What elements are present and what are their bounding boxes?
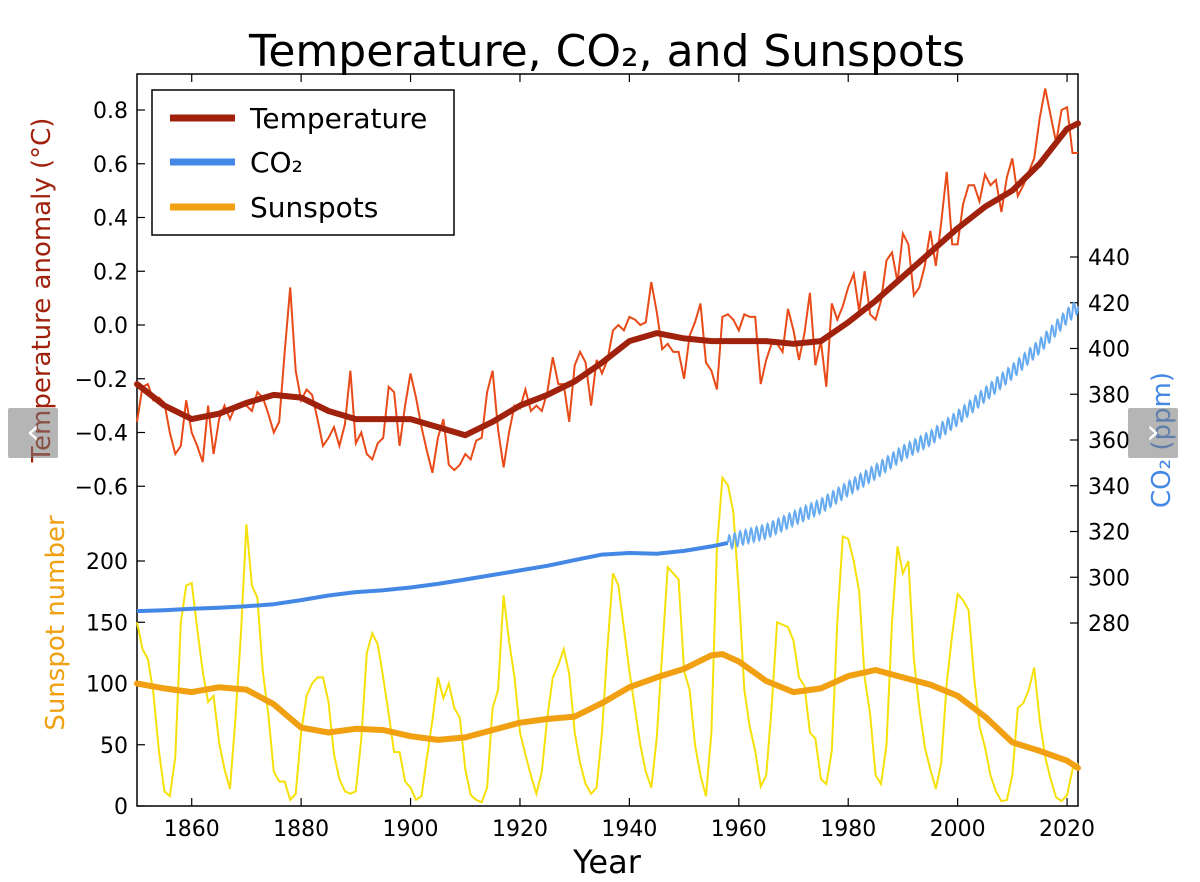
x-tick-label: 1940: [601, 817, 657, 842]
x-tick-label: 1980: [820, 817, 876, 842]
temperature-tick-label: 0.8: [93, 99, 128, 124]
legend-label-temperature: Temperature: [249, 102, 427, 135]
sunspot-tick-label: 0: [114, 795, 128, 820]
x-tick-label: 2020: [1039, 817, 1095, 842]
temperature-tick-label: −0.6: [75, 475, 128, 500]
x-tick-label: 1860: [164, 817, 220, 842]
temperature-axis-label: Temperature anomaly (°C): [27, 118, 57, 464]
sunspot-axis-label: Sunspot number: [41, 515, 71, 731]
co2-tick-label: 340: [1088, 475, 1130, 500]
sunspot-tick-label: 150: [86, 611, 128, 636]
temperature-tick-label: 0.0: [93, 314, 128, 339]
x-axis-label: Year: [572, 843, 642, 881]
series-layer: [134, 88, 1081, 804]
x-tick-label: 1960: [711, 817, 767, 842]
temperature-tick-label: −0.4: [75, 422, 128, 447]
sunspots-smoothed-line: [134, 651, 1081, 771]
legend-label-sunspots: Sunspots: [250, 191, 378, 224]
temperature-tick-label: −0.2: [75, 368, 128, 393]
co2-tick-label: 300: [1088, 566, 1130, 591]
chart-title: Temperature, CO₂, and Sunspots: [248, 26, 965, 77]
sunspots-annual-line: [136, 474, 1079, 804]
sunspot-tick-label: 100: [86, 673, 128, 698]
co2-tick-label: 380: [1088, 383, 1130, 408]
co2-ice-core-line: [136, 540, 729, 614]
sunspot-tick-label: 50: [100, 734, 128, 759]
co2-tick-label: 280: [1088, 612, 1130, 637]
x-tick-label: 1880: [273, 817, 329, 842]
legend: Temperature CO₂ Sunspots: [151, 89, 455, 236]
co2-tick-label: 400: [1088, 338, 1130, 363]
sunspot-tick-label: 200: [86, 550, 128, 575]
x-tick-label: 1900: [383, 817, 439, 842]
temperature-smoothed-line: [134, 120, 1081, 439]
chevron-left-icon: ‹: [26, 412, 40, 452]
x-tick-label: 2000: [930, 817, 986, 842]
temperature-tick-label: 0.4: [93, 207, 128, 232]
co2-tick-label: 420: [1088, 292, 1130, 317]
x-tick-label: 1920: [492, 817, 548, 842]
co2-tick-label: 320: [1088, 521, 1130, 546]
temperature-tick-label: 0.2: [93, 260, 128, 285]
co2-tick-label: 440: [1088, 246, 1130, 271]
axis-ticks: 1860 1880 1900 1920 1940 1960 1980 2000 20200.80…: [75, 74, 1130, 842]
co2-tick-label: 360: [1088, 429, 1130, 454]
prev-image-button[interactable]: ‹: [8, 408, 58, 458]
temperature-tick-label: 0.6: [93, 153, 128, 178]
chevron-right-icon: ›: [1146, 412, 1160, 452]
next-image-button[interactable]: ›: [1128, 408, 1178, 458]
legend-label-co2: CO₂: [250, 146, 303, 179]
co2-measured-line: [726, 301, 1079, 551]
